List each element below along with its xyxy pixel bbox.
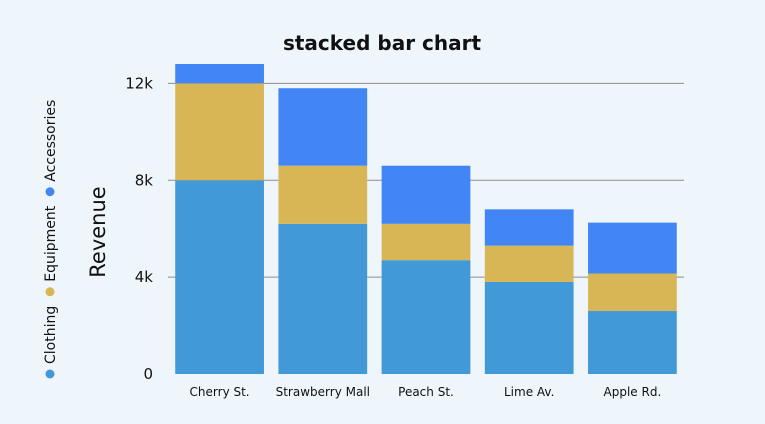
x-axis-categories: Cherry St. Strawberry Mall Peach St. Lime A…: [190, 385, 662, 399]
bar-segment-clothing: [278, 223, 368, 374]
bar-segment-clothing: [175, 180, 264, 374]
legend-marker: [45, 369, 55, 379]
x-tick-label: Peach St.: [398, 385, 454, 399]
y-tick-label: 8k: [135, 171, 154, 189]
legend-label: Clothing: [43, 306, 59, 364]
bar-segment-accessories: [278, 88, 368, 166]
bar-segment-clothing: [484, 281, 574, 374]
legend-label: Equipment: [43, 205, 59, 282]
y-tick-label: 12k: [125, 74, 153, 92]
bar-segment-equipment: [588, 273, 677, 312]
legend-marker: [45, 287, 55, 297]
legend: Clothing Equipment Accessories: [43, 100, 59, 379]
bar-segment-clothing: [381, 260, 471, 374]
x-tick-label: Strawberry Mall: [276, 385, 370, 399]
y-axis-label: Revenue: [86, 186, 110, 277]
x-tick-label: Lime Av.: [504, 385, 554, 399]
x-tick-label: Cherry St.: [190, 385, 250, 399]
x-tick-label: Apple Rd.: [604, 385, 662, 399]
bar-segment-equipment: [381, 223, 471, 261]
legend-marker: [45, 187, 55, 197]
legend-label: Accessories: [43, 100, 59, 182]
bar-segment-clothing: [588, 311, 677, 374]
chart-title: stacked bar chart: [283, 31, 482, 55]
bar-segment-equipment: [175, 83, 264, 181]
y-axis-ticks: 0 4k 8k 12k: [125, 74, 153, 383]
bar-segment-equipment: [484, 245, 574, 282]
y-tick-label: 0: [143, 365, 153, 383]
y-tick-label: 4k: [135, 268, 154, 286]
bar-segment-accessories: [381, 165, 471, 224]
bars: [175, 64, 677, 374]
bar-segment-equipment: [278, 165, 368, 224]
bar-segment-accessories: [484, 209, 574, 246]
bar-segment-accessories: [175, 64, 264, 84]
bar-segment-accessories: [588, 222, 677, 274]
